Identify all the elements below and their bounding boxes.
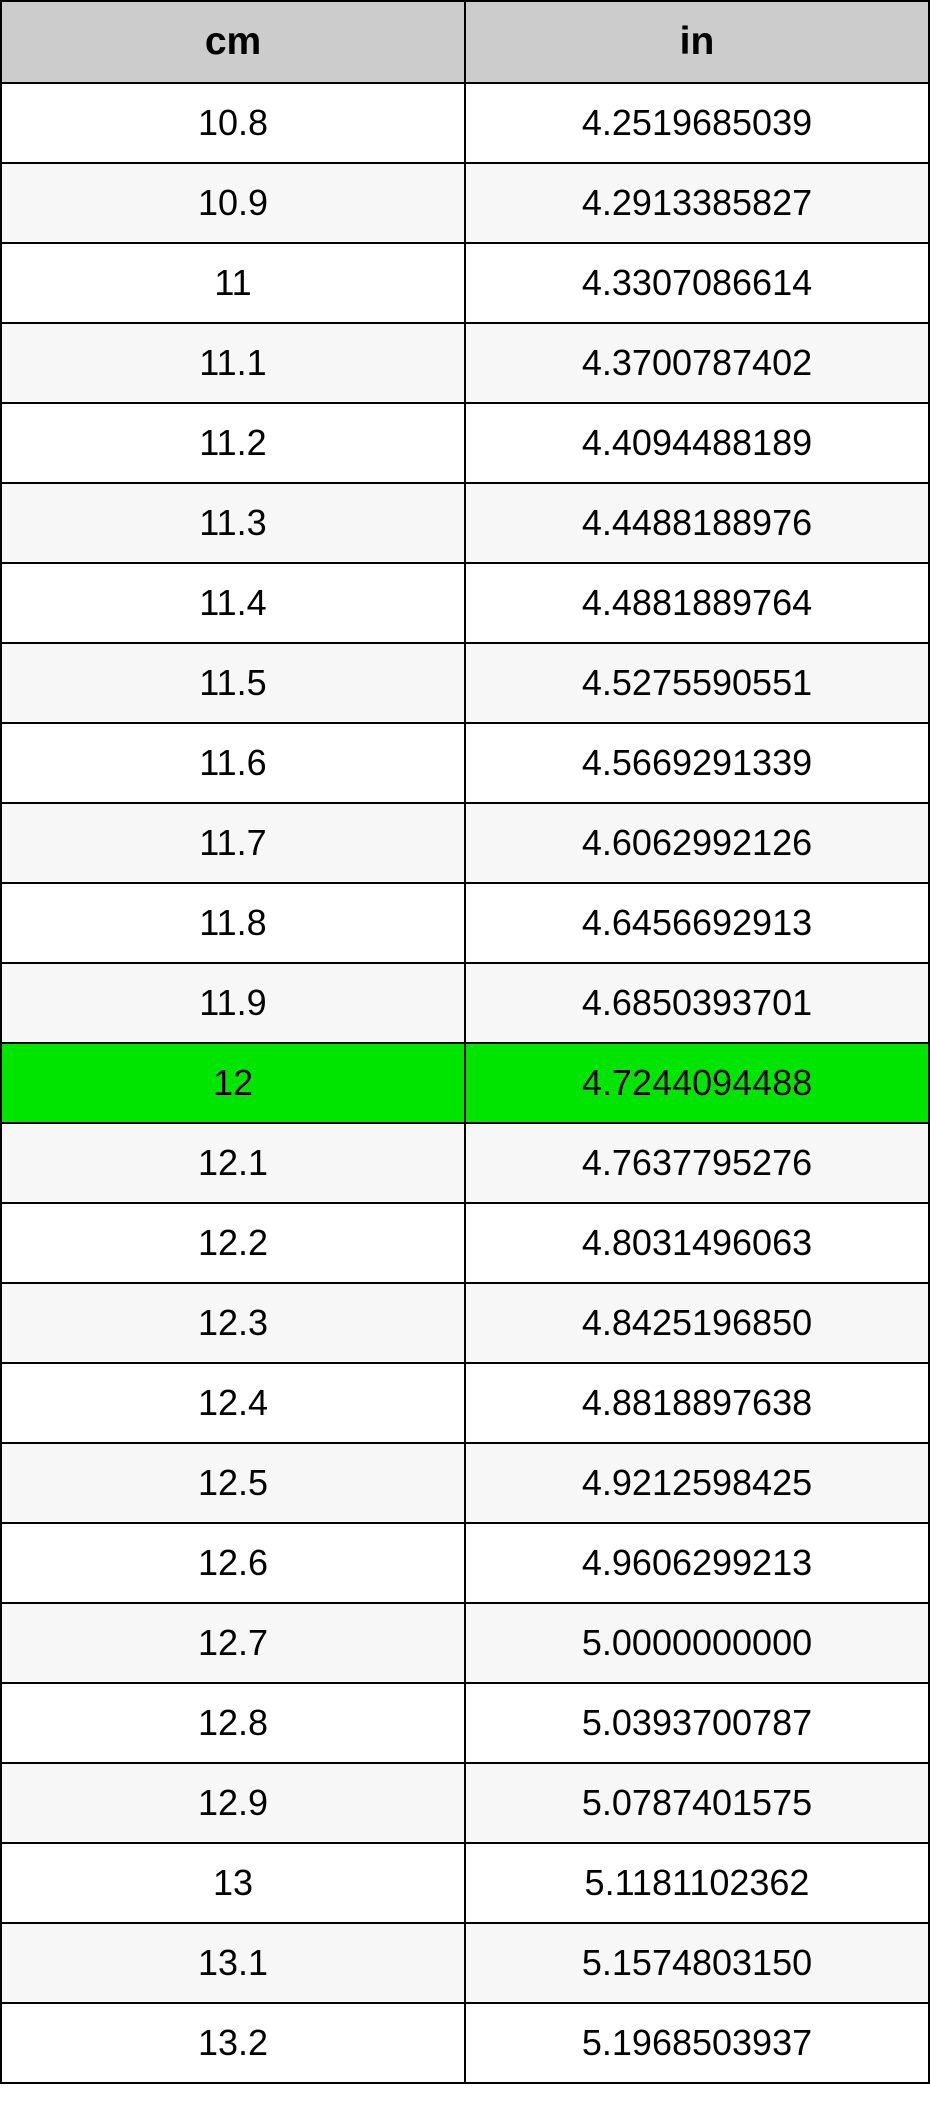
- conversion-table: cm in 10.84.251968503910.94.291338582711…: [0, 0, 930, 2084]
- cell-in: 4.4881889764: [465, 563, 929, 643]
- cell-cm: 11.5: [1, 643, 465, 723]
- cell-in: 4.6062992126: [465, 803, 929, 883]
- table-row: 12.64.9606299213: [1, 1523, 929, 1603]
- cell-in: 5.0787401575: [465, 1763, 929, 1843]
- table-row: 12.75.0000000000: [1, 1603, 929, 1683]
- cell-in: 4.5275590551: [465, 643, 929, 723]
- cell-cm: 11.1: [1, 323, 465, 403]
- cell-in: 5.1968503937: [465, 2003, 929, 2083]
- cell-in: 4.7244094488: [465, 1043, 929, 1123]
- cell-cm: 11.6: [1, 723, 465, 803]
- table-row: 13.15.1574803150: [1, 1923, 929, 2003]
- table-row: 12.24.8031496063: [1, 1203, 929, 1283]
- table-row: 12.14.7637795276: [1, 1123, 929, 1203]
- cell-in: 5.1181102362: [465, 1843, 929, 1923]
- cell-in: 4.2519685039: [465, 83, 929, 163]
- cell-cm: 12.1: [1, 1123, 465, 1203]
- cell-cm: 13.2: [1, 2003, 465, 2083]
- table-row: 11.34.4488188976: [1, 483, 929, 563]
- cell-cm: 11.8: [1, 883, 465, 963]
- table-row: 11.54.5275590551: [1, 643, 929, 723]
- cell-in: 4.8425196850: [465, 1283, 929, 1363]
- cell-cm: 11.9: [1, 963, 465, 1043]
- cell-in: 4.4094488189: [465, 403, 929, 483]
- cell-cm: 12.2: [1, 1203, 465, 1283]
- cell-cm: 12.4: [1, 1363, 465, 1443]
- cell-cm: 12: [1, 1043, 465, 1123]
- table-row: 11.44.4881889764: [1, 563, 929, 643]
- table-row: 12.95.0787401575: [1, 1763, 929, 1843]
- cell-in: 4.6456692913: [465, 883, 929, 963]
- column-header-cm: cm: [1, 1, 465, 83]
- table-row: 11.14.3700787402: [1, 323, 929, 403]
- cell-cm: 11.4: [1, 563, 465, 643]
- table-row: 124.7244094488: [1, 1043, 929, 1123]
- cell-cm: 10.8: [1, 83, 465, 163]
- cell-cm: 12.3: [1, 1283, 465, 1363]
- cell-in: 5.1574803150: [465, 1923, 929, 2003]
- cell-in: 4.6850393701: [465, 963, 929, 1043]
- table-row: 11.74.6062992126: [1, 803, 929, 883]
- table-row: 11.94.6850393701: [1, 963, 929, 1043]
- cell-in: 4.8818897638: [465, 1363, 929, 1443]
- cell-cm: 11: [1, 243, 465, 323]
- cell-cm: 11.3: [1, 483, 465, 563]
- cell-cm: 12.8: [1, 1683, 465, 1763]
- table-row: 11.24.4094488189: [1, 403, 929, 483]
- cell-in: 4.5669291339: [465, 723, 929, 803]
- cell-cm: 13.1: [1, 1923, 465, 2003]
- table-row: 10.84.2519685039: [1, 83, 929, 163]
- table-row: 11.84.6456692913: [1, 883, 929, 963]
- table-body: 10.84.251968503910.94.2913385827114.3307…: [1, 83, 929, 2083]
- cell-cm: 11.7: [1, 803, 465, 883]
- table-row: 114.3307086614: [1, 243, 929, 323]
- table-row: 135.1181102362: [1, 1843, 929, 1923]
- table-header-row: cm in: [1, 1, 929, 83]
- cell-cm: 10.9: [1, 163, 465, 243]
- cell-cm: 12.9: [1, 1763, 465, 1843]
- table-row: 11.64.5669291339: [1, 723, 929, 803]
- cell-in: 4.7637795276: [465, 1123, 929, 1203]
- cell-in: 4.3307086614: [465, 243, 929, 323]
- cell-in: 5.0000000000: [465, 1603, 929, 1683]
- table-row: 12.54.9212598425: [1, 1443, 929, 1523]
- cell-in: 4.8031496063: [465, 1203, 929, 1283]
- table-row: 10.94.2913385827: [1, 163, 929, 243]
- cell-in: 4.4488188976: [465, 483, 929, 563]
- cell-in: 4.2913385827: [465, 163, 929, 243]
- cell-cm: 12.7: [1, 1603, 465, 1683]
- cell-cm: 12.6: [1, 1523, 465, 1603]
- cell-in: 5.0393700787: [465, 1683, 929, 1763]
- table-row: 12.34.8425196850: [1, 1283, 929, 1363]
- table-row: 12.85.0393700787: [1, 1683, 929, 1763]
- cell-cm: 12.5: [1, 1443, 465, 1523]
- cell-in: 4.9606299213: [465, 1523, 929, 1603]
- column-header-in: in: [465, 1, 929, 83]
- cell-cm: 13: [1, 1843, 465, 1923]
- cell-in: 4.9212598425: [465, 1443, 929, 1523]
- cell-in: 4.3700787402: [465, 323, 929, 403]
- cell-cm: 11.2: [1, 403, 465, 483]
- table-row: 12.44.8818897638: [1, 1363, 929, 1443]
- table-row: 13.25.1968503937: [1, 2003, 929, 2083]
